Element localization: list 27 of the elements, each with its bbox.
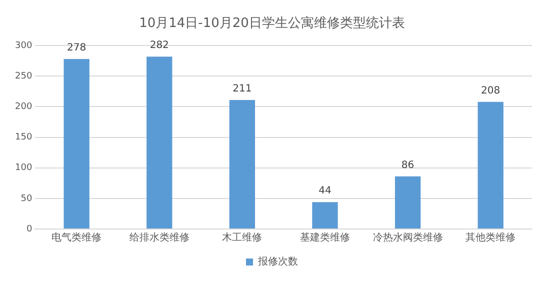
data-label: 211: [232, 84, 252, 95]
bar: [146, 56, 172, 228]
x-tick-label: 基建类维修: [300, 232, 350, 244]
x-tick-label: 冷热水阀类维修: [372, 232, 443, 244]
bar: [394, 176, 421, 228]
legend-label: 报修次数: [257, 256, 298, 268]
bar: [312, 202, 338, 228]
x-tick-label: 给排水类维修: [129, 232, 190, 244]
bar: [229, 100, 256, 228]
chart-title: 10月14日-10月20日学生公寓维修类型统计表: [139, 15, 405, 32]
data-label: 278: [67, 42, 86, 54]
y-tick-label: 150: [14, 132, 32, 143]
y-tick-label: 250: [14, 72, 32, 82]
data-label: 208: [481, 85, 500, 96]
bar: [478, 102, 504, 228]
bar: [64, 59, 90, 228]
x-tick-label: 电气类维修: [52, 232, 102, 244]
data-label: 86: [401, 160, 414, 172]
y-tick-label: 0: [26, 224, 32, 234]
y-tick-label: 200: [14, 102, 32, 112]
y-tick-label: 100: [14, 163, 32, 174]
x-tick-label: 其他类维修: [466, 232, 516, 244]
x-tick-label: 木工维修: [222, 232, 262, 244]
y-tick-label: 50: [20, 194, 32, 204]
y-tick-label: 300: [14, 40, 32, 51]
data-label: 282: [150, 40, 169, 52]
data-label: 44: [318, 186, 332, 197]
